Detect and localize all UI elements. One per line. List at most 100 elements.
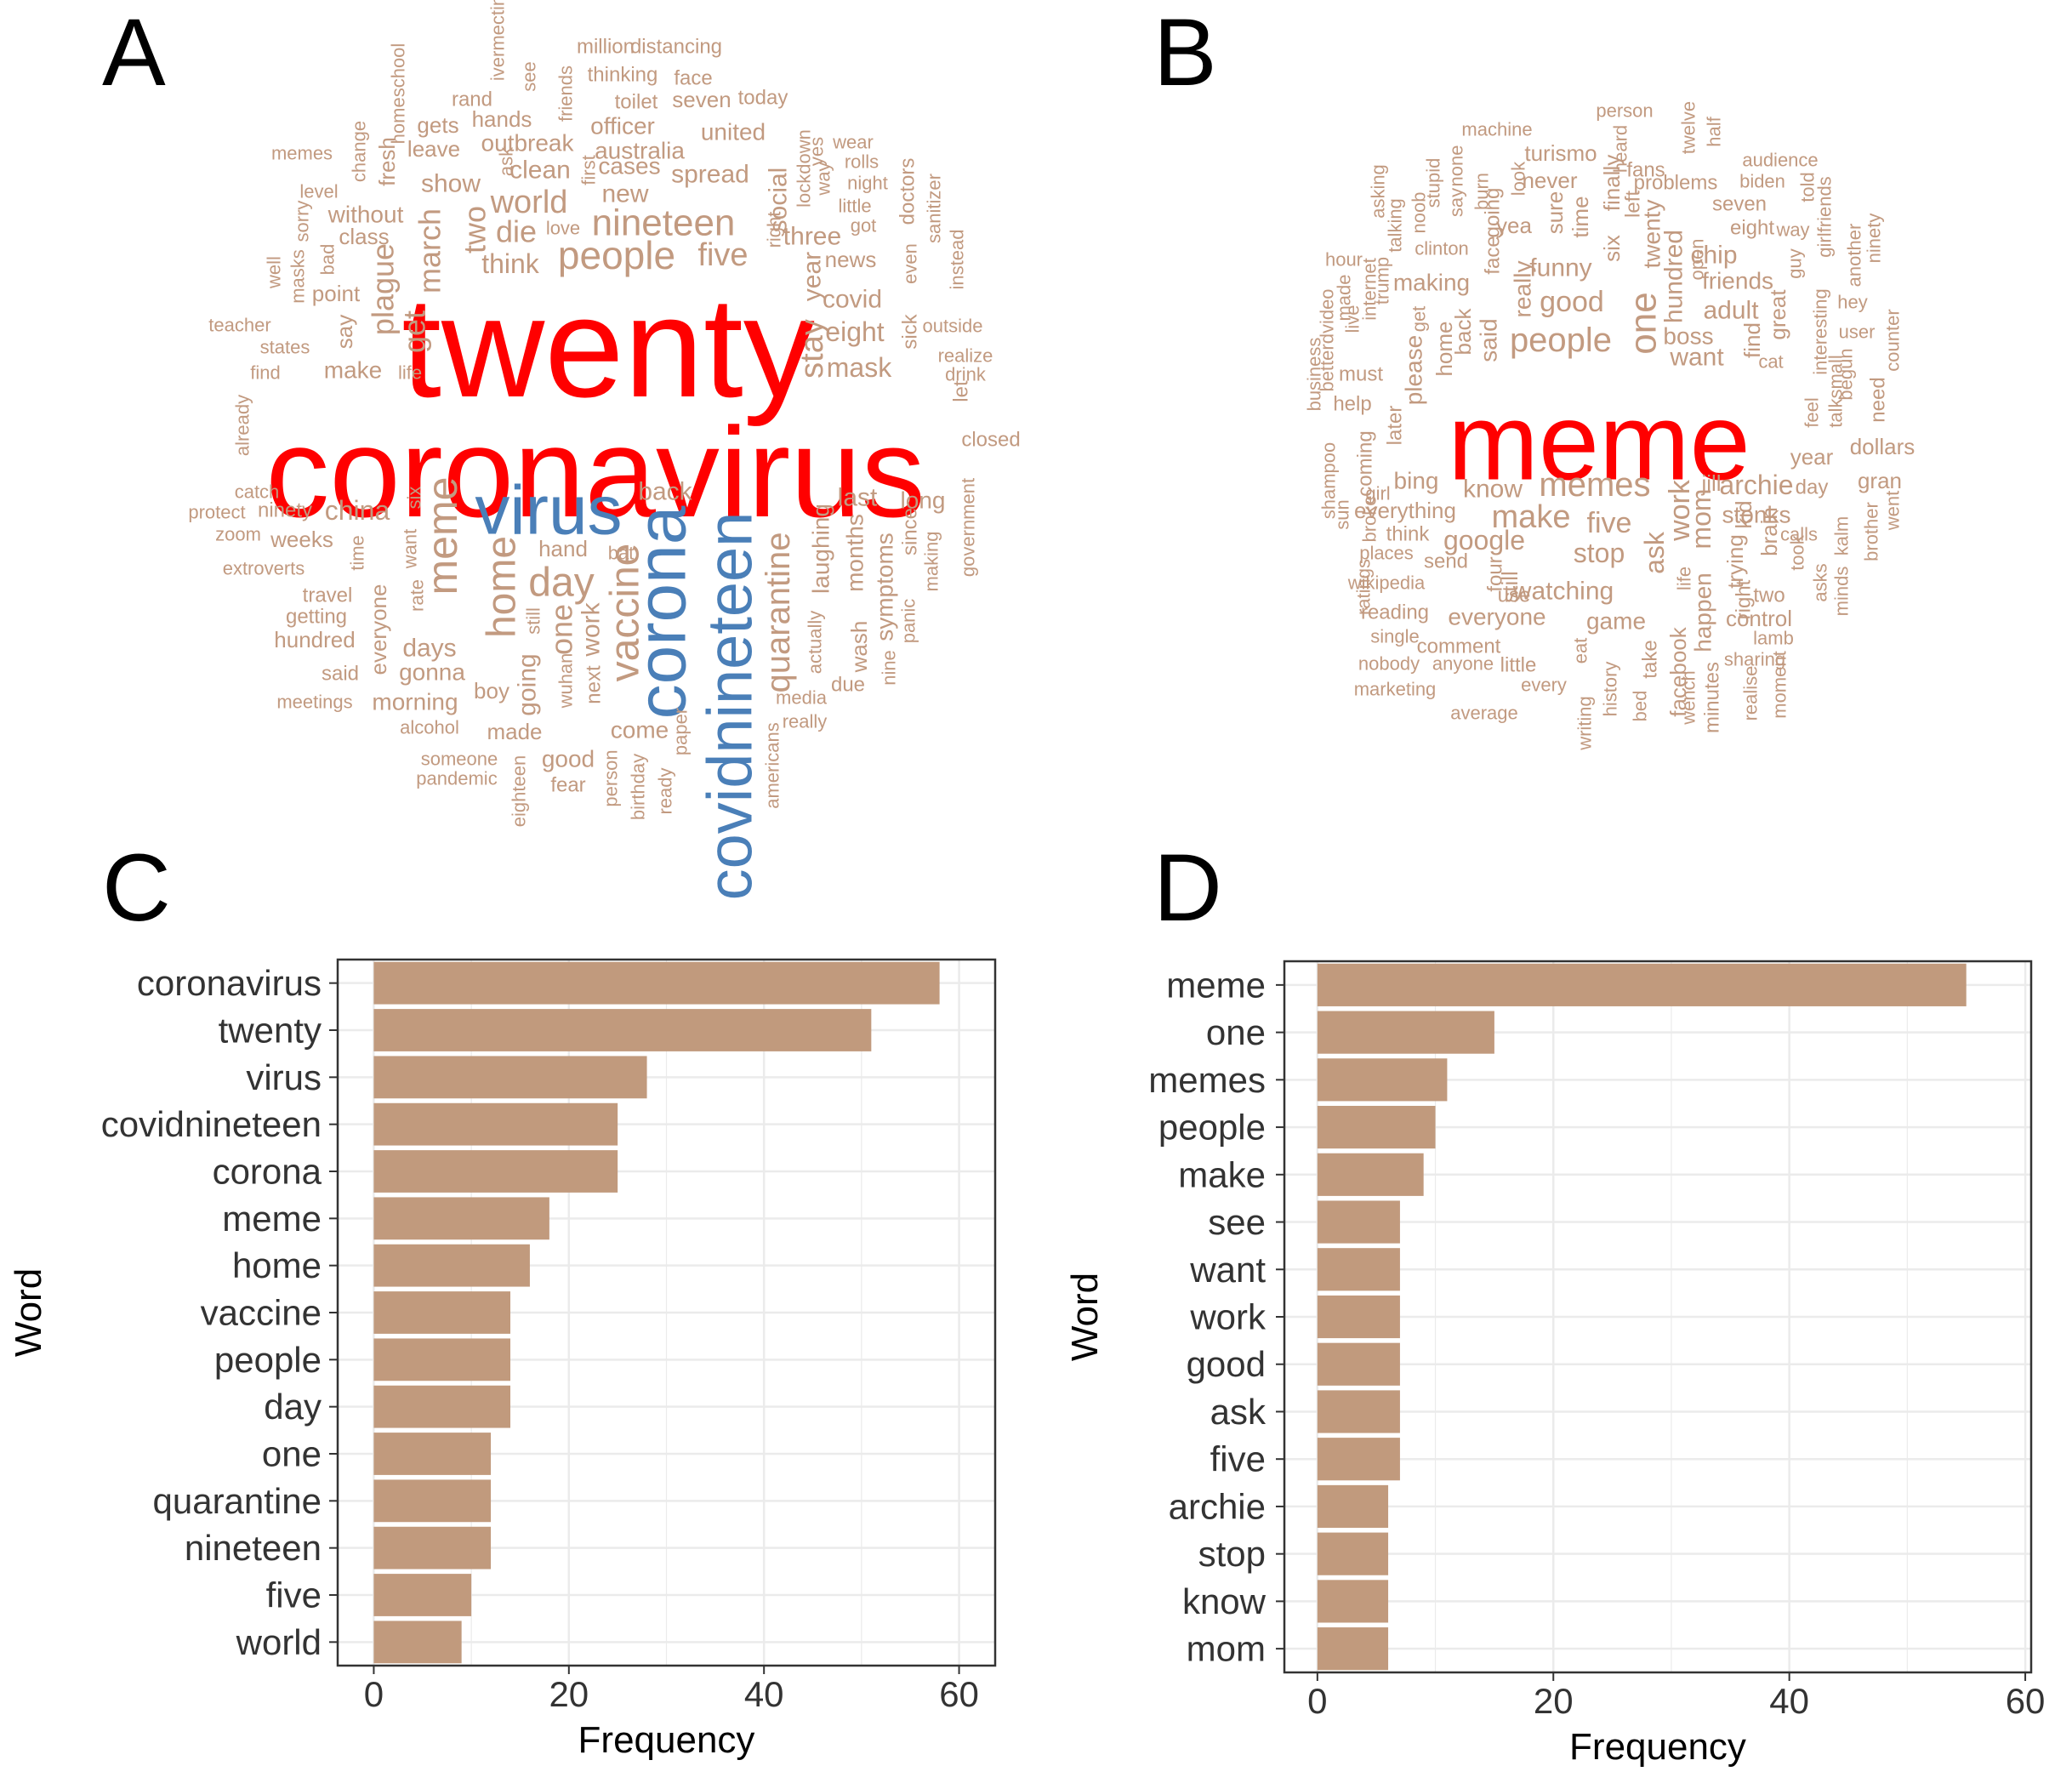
cloud-word-hey: hey <box>1837 292 1867 313</box>
cloud-word-say: say <box>332 315 357 349</box>
cloud-word-help: help <box>1333 393 1371 416</box>
cloud-word-world: world <box>490 185 568 220</box>
cloud-word-day: day <box>528 561 594 606</box>
cloud-word-seven: seven <box>672 87 731 112</box>
y-tick-label-d-work: work <box>1189 1297 1267 1337</box>
cloud-word-change: change <box>349 121 370 182</box>
cloud-word-got: got <box>851 215 877 236</box>
cloud-word-outbreak: outbreak <box>481 130 575 157</box>
cloud-word-ivermectin: ivermectin <box>487 0 509 81</box>
cloud-word-paper: paper <box>670 708 692 755</box>
cloud-word-pandemic: pandemic <box>416 768 497 789</box>
cloud-word-make: make <box>324 357 382 384</box>
cloud-word-two: two <box>458 206 492 253</box>
cloud-word-fear: fear <box>550 774 585 797</box>
panel-border-d <box>1283 960 2033 1674</box>
bar-c-world <box>373 1621 462 1664</box>
cloud-word-make: make <box>1492 499 1571 535</box>
cloud-word-never: never <box>1522 168 1577 193</box>
cloud-word-australia: australia <box>595 138 685 164</box>
cloud-word-laughing: laughing <box>808 504 834 594</box>
cloud-word-cat: cat <box>1758 351 1783 373</box>
cloud-word-mom: mom <box>1686 488 1716 549</box>
cloud-word-made: made <box>487 719 542 744</box>
cloud-word-way: way <box>1775 219 1809 241</box>
cloud-word-stop: stop <box>1574 538 1625 568</box>
cloud-word-face: face <box>1482 236 1505 274</box>
cloud-word-vaccine: vaccine <box>603 544 648 682</box>
cloud-word-user: user <box>1839 322 1876 343</box>
y-axis-title-d: Word <box>1064 1273 1106 1361</box>
y-tick-label-c-twenty: twenty <box>219 1011 322 1051</box>
cloud-word-marketing: marketing <box>1354 679 1437 700</box>
cloud-word-drink: drink <box>945 364 987 385</box>
cloud-word-noob: noob <box>1409 192 1430 234</box>
cloud-word-getting: getting <box>286 606 347 629</box>
bar-d-archie <box>1317 1484 1389 1529</box>
y-tick-label-d-good: good <box>1187 1344 1266 1384</box>
cloud-word-later: later <box>1384 406 1407 446</box>
cloud-word-ninety: ninety <box>1864 214 1885 264</box>
cloud-word-say: say <box>1446 188 1467 217</box>
y-tick-label-c-coronavirus: coronavirus <box>137 963 322 1003</box>
cloud-word-homeschool: homeschool <box>388 43 409 145</box>
bar-d-work <box>1317 1295 1400 1339</box>
bar-c-coronavirus <box>373 961 940 1005</box>
bar-c-home <box>373 1244 530 1287</box>
cloud-word-think: think <box>481 248 540 279</box>
cloud-word-face: face <box>674 67 712 90</box>
cloud-word-archie: archie <box>1719 470 1793 500</box>
cloud-word-last: last <box>838 484 878 512</box>
cloud-word-took: took <box>1787 534 1808 571</box>
bar-d-good <box>1317 1342 1400 1386</box>
cloud-word-distancing: distancing <box>630 36 722 59</box>
cloud-word-government: government <box>958 478 979 577</box>
y-tick-label-c-covidnineteen: covidnineteen <box>101 1104 322 1144</box>
cloud-word-sure: sure <box>1542 191 1568 235</box>
cloud-word-wash: wash <box>846 621 872 674</box>
cloud-word-none: none <box>1446 145 1467 187</box>
x-tick-label-d: 0 <box>1307 1681 1327 1721</box>
cloud-word-went: went <box>1882 491 1904 531</box>
bar-c-quarantine <box>373 1479 492 1523</box>
y-tick-label-d-know: know <box>1182 1581 1267 1621</box>
cloud-word-quarantine: quarantine <box>760 532 797 692</box>
cloud-word-nobody: nobody <box>1358 653 1420 675</box>
cloud-word-outside: outside <box>923 316 983 337</box>
y-tick-label-c-day: day <box>264 1387 322 1427</box>
cloud-word-eat: eat <box>1570 638 1591 664</box>
cloud-word-broke: broke <box>1359 495 1380 542</box>
cloud-word-still: still <box>1497 571 1523 603</box>
cloud-word-problems: problems <box>1634 172 1718 195</box>
cloud-word-asks: asks <box>1810 563 1831 601</box>
cloud-word-stay: stay <box>794 319 830 379</box>
cloud-word-boss: boss <box>1663 323 1713 350</box>
cloud-word-said: said <box>322 663 359 686</box>
cloud-word-meetings: meetings <box>276 692 352 713</box>
y-tick-label-c-world: world <box>236 1622 322 1662</box>
cloud-word-closed: closed <box>961 429 1020 452</box>
cloud-word-gonna: gonna <box>399 659 465 686</box>
cloud-word-friends: friends <box>555 66 577 122</box>
cloud-word-twenty: twenty <box>1639 200 1665 269</box>
cloud-word-day: day <box>1796 476 1829 499</box>
cloud-word-work: work <box>1664 479 1696 542</box>
cloud-word-meme: meme <box>418 477 466 595</box>
cloud-word-hand: hand <box>538 536 588 561</box>
cloud-word-machine: machine <box>1461 119 1532 140</box>
bar-c-vaccine <box>373 1291 510 1334</box>
cloud-word-home: home <box>480 536 525 638</box>
cloud-word-bad: bad <box>317 244 339 276</box>
cloud-word-meme: meme <box>1448 382 1750 504</box>
cloud-word-toilet: toilet <box>615 91 658 114</box>
cloud-word-morning: morning <box>372 689 458 715</box>
cloud-word-four: four <box>1484 556 1507 591</box>
cloud-word-new: new <box>601 180 648 208</box>
cloud-word-trying: trying <box>1722 534 1748 589</box>
cloud-word-see: see <box>519 61 540 91</box>
cloud-word-already: already <box>232 395 253 456</box>
cloud-word-every: every <box>1521 675 1567 696</box>
cloud-word-adult: adult <box>1703 297 1759 325</box>
cloud-word-back: back <box>1450 308 1476 356</box>
cloud-word-use: use <box>1498 584 1531 607</box>
